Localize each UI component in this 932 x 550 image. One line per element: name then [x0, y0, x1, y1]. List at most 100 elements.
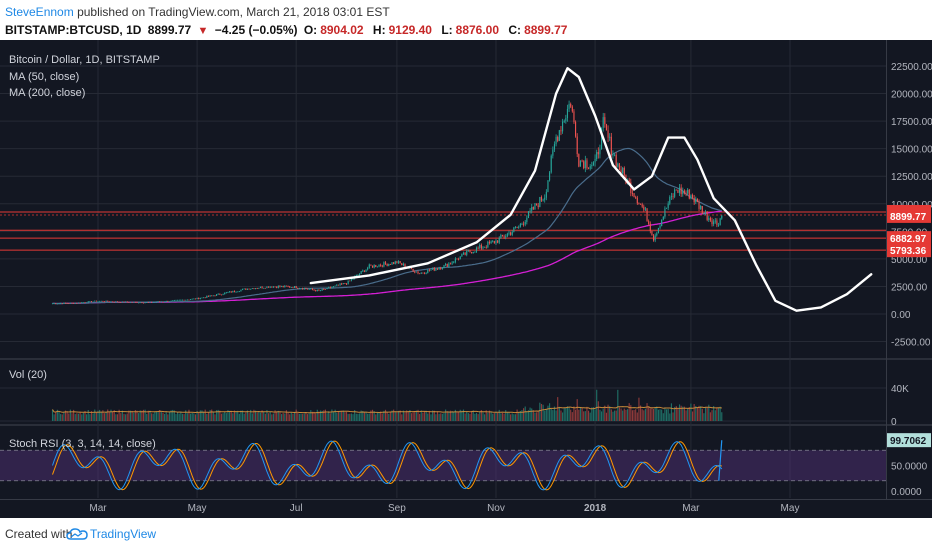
- volume-bar: [261, 410, 263, 421]
- volume-bar: [263, 411, 265, 421]
- candle-body: [310, 288, 312, 290]
- volume-bar: [310, 410, 312, 421]
- chart-area[interactable]: 50.0000 0.0000 99.7062 Mar May Jul Sep Nov 2018…: [0, 40, 932, 518]
- volume-bar: [388, 413, 390, 421]
- rsi-tick-label: 50.0000: [891, 462, 928, 473]
- volume-bar: [472, 410, 474, 421]
- candle-body: [87, 301, 89, 303]
- candle-body: [316, 289, 318, 292]
- volume-bar: [315, 413, 317, 421]
- candle-body: [428, 269, 430, 271]
- volume-tick-label: 40K: [891, 384, 909, 395]
- candle-body: [427, 269, 429, 273]
- volume-bar: [635, 409, 637, 421]
- volume-bar: [349, 413, 351, 421]
- candle-body: [118, 301, 120, 303]
- volume-bar: [678, 404, 681, 421]
- candle-body: [485, 246, 487, 248]
- candle-body: [696, 198, 698, 202]
- candle-body: [220, 294, 223, 296]
- volume-bar: [386, 412, 388, 421]
- volume-bar: [180, 411, 182, 421]
- candle-body: [438, 267, 440, 270]
- volume-bar: [432, 410, 434, 421]
- candle-body: [388, 263, 390, 266]
- volume-bar: [149, 410, 151, 421]
- candle-body: [498, 237, 500, 243]
- candle-body: [232, 290, 234, 293]
- volume-bar: [613, 410, 616, 421]
- volume-bar: [534, 412, 536, 421]
- price-label: 6882.97: [890, 234, 927, 245]
- volume-bar: [719, 406, 721, 421]
- volume-bar: [654, 406, 656, 421]
- volume-bar: [396, 412, 398, 421]
- volume-bar: [128, 410, 130, 421]
- candle-body: [662, 216, 664, 220]
- volume-bar: [620, 408, 622, 421]
- volume-bar: [524, 406, 526, 421]
- volume-bar: [578, 409, 580, 421]
- candle-body: [198, 297, 200, 299]
- candle-body: [542, 199, 544, 201]
- volume-bar: [116, 414, 119, 421]
- candle-body: [575, 121, 577, 137]
- candle-body: [670, 196, 672, 198]
- candle-body: [251, 288, 253, 290]
- candle-body: [380, 264, 382, 266]
- candle-body: [646, 208, 648, 222]
- volume-bar: [126, 413, 128, 421]
- candle-body: [636, 197, 638, 204]
- volume-bar: [605, 412, 608, 421]
- candle-body: [376, 266, 378, 268]
- candle-body: [344, 283, 346, 284]
- candle-body: [618, 163, 621, 170]
- candle-body: [76, 302, 78, 304]
- candle-body: [264, 287, 266, 289]
- volume-bar: [313, 411, 315, 421]
- candle-body: [253, 288, 255, 290]
- candle-body: [329, 287, 331, 289]
- volume-ma-line: [52, 406, 722, 414]
- volume-bar: [672, 412, 674, 421]
- candle-body: [97, 301, 99, 302]
- volume-bar: [238, 413, 240, 421]
- volume-bar: [107, 409, 109, 421]
- candle-body: [305, 288, 307, 289]
- candle-body: [568, 104, 570, 109]
- candle-body: [583, 161, 585, 169]
- volume-bar: [172, 409, 174, 421]
- hand-drawn-projection: [309, 67, 873, 312]
- candle-body: [303, 288, 305, 290]
- volume-bar: [138, 413, 140, 421]
- volume-bar: [271, 414, 273, 421]
- volume-bar: [425, 410, 427, 421]
- volume-bar: [514, 414, 517, 421]
- volume-bar: [323, 410, 325, 421]
- volume-bar: [118, 409, 120, 421]
- volume-bar: [95, 412, 97, 421]
- candle-body: [267, 286, 270, 288]
- candle-body: [656, 233, 658, 236]
- volume-bar: [92, 413, 94, 421]
- volume-bar: [646, 403, 648, 421]
- candle-body: [365, 269, 367, 272]
- volume-bar: [536, 412, 538, 421]
- candle-body: [523, 223, 525, 225]
- volume-bar: [570, 409, 572, 421]
- price-label: 5793.36: [890, 246, 927, 257]
- volume-bar: [254, 410, 257, 421]
- volume-bar: [449, 410, 452, 421]
- volume-bar: [659, 409, 661, 421]
- price-chart-svg[interactable]: 50.0000 0.0000 99.7062 Mar May Jul Sep Nov 2018…: [0, 40, 932, 518]
- volume-bar: [445, 409, 447, 421]
- volume-bar: [393, 409, 395, 421]
- candle-body: [82, 302, 84, 304]
- tradingview-brand-link[interactable]: TradingView: [90, 527, 157, 541]
- y-tick-label: 0.00: [891, 310, 911, 321]
- author-link[interactable]: SteveEnnom: [5, 5, 74, 19]
- candle-body: [352, 278, 354, 280]
- footer: Created with TradingView: [0, 518, 932, 550]
- volume-bar: [560, 410, 562, 421]
- candle-body: [230, 291, 232, 293]
